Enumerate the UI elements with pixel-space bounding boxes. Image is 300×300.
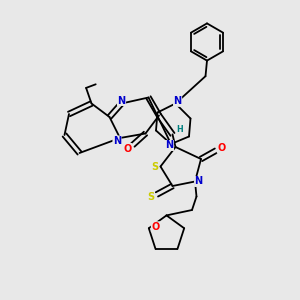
Text: N: N [117, 95, 126, 106]
Text: N: N [165, 140, 174, 151]
Text: O: O [151, 222, 160, 232]
Text: S: S [147, 192, 155, 202]
Text: S: S [152, 161, 159, 172]
Text: N: N [113, 136, 121, 146]
Text: H: H [177, 124, 183, 134]
Text: N: N [194, 176, 203, 187]
Text: N: N [173, 96, 182, 106]
Text: O: O [217, 143, 226, 153]
Text: O: O [123, 143, 132, 154]
